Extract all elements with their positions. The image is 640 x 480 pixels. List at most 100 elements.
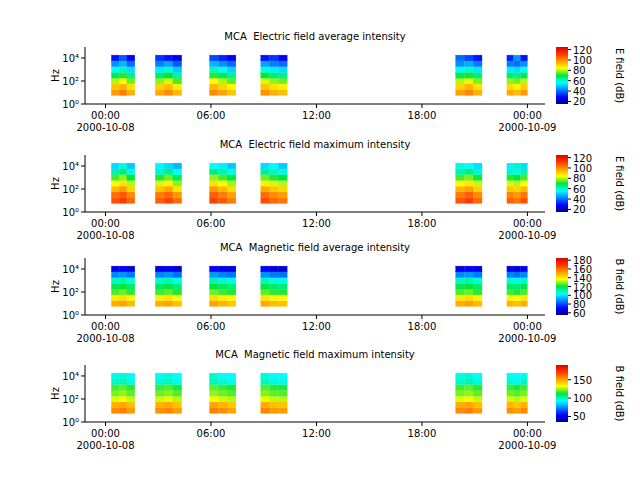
cell bbox=[473, 78, 482, 84]
cell bbox=[507, 266, 514, 272]
cell bbox=[464, 408, 473, 414]
cell bbox=[127, 385, 135, 391]
y-axis-title: Hz bbox=[50, 69, 61, 82]
cell bbox=[164, 396, 173, 402]
cell bbox=[507, 278, 514, 284]
cell bbox=[119, 301, 127, 307]
cell bbox=[464, 169, 473, 175]
cell bbox=[456, 278, 465, 284]
x-tick-label: 12:00 bbox=[302, 321, 331, 332]
y-axis-line bbox=[85, 47, 86, 104]
cell bbox=[164, 175, 173, 181]
cell bbox=[514, 390, 521, 396]
cell bbox=[270, 169, 279, 175]
cell bbox=[210, 72, 219, 78]
cell bbox=[173, 55, 182, 61]
colorbar-tick-label: 80 bbox=[573, 65, 586, 76]
cell bbox=[119, 163, 127, 169]
cell bbox=[473, 390, 482, 396]
cell bbox=[507, 67, 514, 73]
cell bbox=[227, 373, 236, 379]
cell bbox=[155, 192, 164, 198]
cell bbox=[173, 373, 182, 379]
colorbar-title: B field (dB) bbox=[614, 259, 625, 315]
cell bbox=[507, 396, 514, 402]
cell bbox=[210, 278, 219, 284]
cell bbox=[278, 67, 287, 73]
y-tick-label: 10² bbox=[62, 76, 79, 87]
cell bbox=[111, 373, 119, 379]
cell bbox=[473, 192, 482, 198]
cell bbox=[521, 169, 528, 175]
cell bbox=[507, 408, 514, 414]
cell bbox=[278, 186, 287, 192]
cell bbox=[456, 192, 465, 198]
cell bbox=[164, 163, 173, 169]
cell bbox=[473, 180, 482, 186]
cell bbox=[456, 61, 465, 67]
cell bbox=[173, 289, 182, 295]
cell bbox=[456, 175, 465, 181]
x-tick-label: 12:00 bbox=[302, 110, 331, 121]
cell bbox=[155, 169, 164, 175]
cell bbox=[473, 373, 482, 379]
cell bbox=[218, 402, 227, 408]
x-tick-label: 06:00 bbox=[197, 218, 226, 229]
cell bbox=[270, 84, 279, 90]
cell bbox=[464, 180, 473, 186]
cell bbox=[514, 385, 521, 391]
cell bbox=[155, 373, 164, 379]
cell bbox=[514, 186, 521, 192]
cell bbox=[521, 90, 528, 96]
cell bbox=[278, 61, 287, 67]
cell bbox=[464, 67, 473, 73]
cell bbox=[261, 78, 270, 84]
x-tick-label-line: 06:00 bbox=[197, 218, 226, 229]
cell bbox=[111, 84, 119, 90]
cell bbox=[514, 278, 521, 284]
y-tick bbox=[81, 104, 85, 105]
y-tick bbox=[81, 165, 85, 166]
cell bbox=[464, 84, 473, 90]
cell bbox=[521, 390, 528, 396]
cell bbox=[507, 169, 514, 175]
cell bbox=[210, 301, 219, 307]
cell bbox=[261, 402, 270, 408]
cell bbox=[111, 192, 119, 198]
x-tick-label-line: 00:00 bbox=[91, 321, 120, 332]
x-tick bbox=[210, 315, 211, 319]
cell bbox=[464, 78, 473, 84]
cell bbox=[456, 55, 465, 61]
cell bbox=[111, 198, 119, 204]
colorbar bbox=[556, 258, 568, 315]
cell bbox=[507, 180, 514, 186]
cell bbox=[514, 78, 521, 84]
cell bbox=[521, 266, 528, 272]
colorbar-tick-label: 100 bbox=[573, 393, 592, 404]
cell bbox=[127, 198, 135, 204]
colorbar-tick-label: 150 bbox=[573, 375, 592, 386]
cell bbox=[218, 198, 227, 204]
cell bbox=[261, 385, 270, 391]
x-tick-label: 12:00 bbox=[302, 218, 331, 229]
colorbar-title: E field (dB) bbox=[614, 156, 625, 211]
cell bbox=[456, 84, 465, 90]
cell bbox=[210, 180, 219, 186]
x-tick-label: 18:00 bbox=[408, 110, 437, 121]
cell bbox=[119, 90, 127, 96]
cell bbox=[227, 175, 236, 181]
cell bbox=[127, 289, 135, 295]
cell bbox=[164, 390, 173, 396]
cell bbox=[227, 84, 236, 90]
cell bbox=[278, 169, 287, 175]
cell bbox=[270, 55, 279, 61]
cell bbox=[173, 283, 182, 289]
x-tick bbox=[316, 104, 317, 108]
cell bbox=[464, 175, 473, 181]
cell bbox=[456, 163, 465, 169]
cell bbox=[119, 295, 127, 301]
cell bbox=[155, 72, 164, 78]
cell bbox=[270, 175, 279, 181]
cell bbox=[164, 289, 173, 295]
cell bbox=[270, 289, 279, 295]
